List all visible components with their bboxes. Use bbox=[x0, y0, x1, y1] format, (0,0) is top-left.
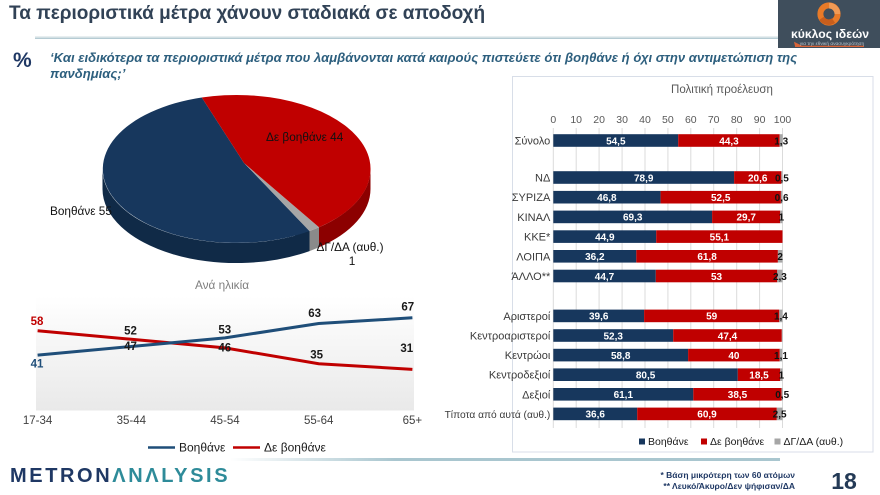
svg-text:44,9: 44,9 bbox=[595, 232, 615, 243]
svg-text:Δεξιοί: Δεξιοί bbox=[522, 389, 551, 401]
svg-text:ΛΟΙΠΑ: ΛΟΙΠΑ bbox=[516, 251, 551, 263]
svg-text:0,5: 0,5 bbox=[775, 173, 789, 184]
svg-text:17-34: 17-34 bbox=[23, 415, 53, 427]
svg-text:Κεντροδεξιοί: Κεντροδεξιοί bbox=[489, 370, 551, 382]
svg-text:69,3: 69,3 bbox=[623, 213, 643, 224]
svg-text:58,8: 58,8 bbox=[611, 351, 631, 362]
svg-text:38,5: 38,5 bbox=[728, 390, 748, 401]
svg-text:Βοηθάνε 55: Βοηθάνε 55 bbox=[50, 204, 112, 218]
svg-text:80: 80 bbox=[731, 114, 743, 126]
svg-text:61,8: 61,8 bbox=[697, 252, 717, 263]
svg-text:ΔΓ/ΔΑ (αυθ.): ΔΓ/ΔΑ (αυθ.) bbox=[784, 436, 844, 448]
svg-text:0: 0 bbox=[550, 114, 556, 126]
svg-text:36,6: 36,6 bbox=[585, 410, 605, 421]
svg-text:100: 100 bbox=[774, 114, 792, 126]
svg-text:ΔΓ/ΔΑ (αυθ.): ΔΓ/ΔΑ (αυθ.) bbox=[317, 240, 384, 254]
svg-text:44,3: 44,3 bbox=[719, 136, 739, 147]
svg-text:47,4: 47,4 bbox=[718, 331, 738, 342]
svg-text:40: 40 bbox=[728, 351, 740, 362]
svg-text:35: 35 bbox=[310, 350, 323, 362]
svg-text:1: 1 bbox=[349, 254, 356, 268]
svg-text:44,7: 44,7 bbox=[595, 272, 615, 283]
svg-text:45-54: 45-54 bbox=[210, 415, 240, 427]
svg-text:Τίποτα από αυτά (αυθ.): Τίποτα από αυτά (αυθ.) bbox=[445, 409, 551, 421]
svg-text:Βοηθάνε: Βοηθάνε bbox=[648, 436, 689, 448]
svg-text:52,5: 52,5 bbox=[711, 193, 731, 204]
svg-text:39,6: 39,6 bbox=[589, 312, 609, 323]
svg-text:60,9: 60,9 bbox=[697, 410, 717, 421]
svg-text:20: 20 bbox=[593, 114, 605, 126]
svg-text:50: 50 bbox=[662, 114, 674, 126]
svg-text:53: 53 bbox=[711, 272, 723, 283]
svg-text:55,1: 55,1 bbox=[710, 232, 730, 243]
svg-text:κύκλος ιδεών: κύκλος ιδεών bbox=[791, 27, 869, 41]
svg-text:Σύνολο: Σύνολο bbox=[515, 136, 551, 148]
svg-text:0,6: 0,6 bbox=[775, 193, 789, 204]
svg-text:59: 59 bbox=[706, 312, 718, 323]
svg-text:1,4: 1,4 bbox=[774, 312, 788, 323]
svg-text:60: 60 bbox=[685, 114, 697, 126]
svg-text:για την εθνική ανασυγκρότηση: για την εθνική ανασυγκρότηση bbox=[800, 40, 865, 47]
svg-text:36,2: 36,2 bbox=[585, 252, 605, 263]
svg-text:10: 10 bbox=[570, 114, 582, 126]
svg-text:52,3: 52,3 bbox=[603, 331, 623, 342]
svg-text:ΣΥΡΙΖΑ: ΣΥΡΙΖΑ bbox=[512, 192, 551, 204]
svg-text:29,7: 29,7 bbox=[736, 213, 756, 224]
svg-text:Ανά ηλικία: Ανά ηλικία bbox=[195, 278, 249, 292]
svg-text:1,3: 1,3 bbox=[774, 136, 788, 147]
svg-text:Δε βοηθάνε: Δε βοηθάνε bbox=[710, 436, 764, 448]
svg-text:Αριστεροί: Αριστεροί bbox=[503, 311, 550, 323]
svg-text:2: 2 bbox=[777, 252, 783, 263]
svg-text:31: 31 bbox=[400, 343, 413, 355]
svg-text:1,1: 1,1 bbox=[774, 351, 788, 362]
svg-text:Κεντρώοι: Κεντρώοι bbox=[505, 350, 551, 362]
svg-text:Δε βοηθάνε: Δε βοηθάνε bbox=[264, 441, 327, 455]
svg-text:2,3: 2,3 bbox=[773, 272, 787, 283]
svg-text:1: 1 bbox=[779, 371, 785, 382]
svg-text:Βοηθάνε: Βοηθάνε bbox=[179, 441, 226, 455]
svg-text:1: 1 bbox=[779, 213, 785, 224]
svg-text:53: 53 bbox=[218, 325, 231, 337]
svg-text:46: 46 bbox=[218, 343, 231, 355]
svg-text:Κεντροαριστεροί: Κεντροαριστεροί bbox=[470, 331, 551, 343]
svg-text:67: 67 bbox=[401, 302, 414, 314]
svg-text:78,9: 78,9 bbox=[634, 173, 654, 184]
svg-text:Πολιτική προέλευση: Πολιτική προέλευση bbox=[671, 84, 773, 96]
svg-text:35-44: 35-44 bbox=[117, 415, 147, 427]
svg-text:65+: 65+ bbox=[403, 415, 423, 427]
svg-text:47: 47 bbox=[124, 341, 137, 353]
svg-text:58: 58 bbox=[31, 316, 44, 328]
svg-text:2,5: 2,5 bbox=[773, 410, 787, 421]
svg-text:30: 30 bbox=[616, 114, 628, 126]
svg-text:0,5: 0,5 bbox=[775, 390, 789, 401]
svg-text:ΚΙΝΑΛ: ΚΙΝΑΛ bbox=[517, 212, 551, 224]
svg-text:40: 40 bbox=[639, 114, 651, 126]
svg-text:20,6: 20,6 bbox=[748, 173, 768, 184]
svg-text:54,5: 54,5 bbox=[606, 136, 626, 147]
svg-text:ΝΔ: ΝΔ bbox=[535, 173, 551, 185]
svg-text:80,5: 80,5 bbox=[636, 371, 656, 382]
svg-text:ΆΛΛΟ**: ΆΛΛΟ** bbox=[511, 271, 551, 283]
svg-text:90: 90 bbox=[754, 114, 766, 126]
svg-text:ΚΚΕ*: ΚΚΕ* bbox=[524, 232, 551, 244]
svg-text:52: 52 bbox=[124, 326, 137, 338]
svg-text:55-64: 55-64 bbox=[304, 415, 334, 427]
svg-text:41: 41 bbox=[31, 359, 44, 371]
svg-text:18,5: 18,5 bbox=[749, 371, 769, 382]
svg-text:63: 63 bbox=[308, 308, 321, 320]
svg-text:70: 70 bbox=[708, 114, 720, 126]
svg-text:46,8: 46,8 bbox=[597, 193, 617, 204]
svg-text:61,1: 61,1 bbox=[614, 390, 634, 401]
svg-text:Δε βοηθάνε 44: Δε βοηθάνε 44 bbox=[266, 130, 344, 144]
